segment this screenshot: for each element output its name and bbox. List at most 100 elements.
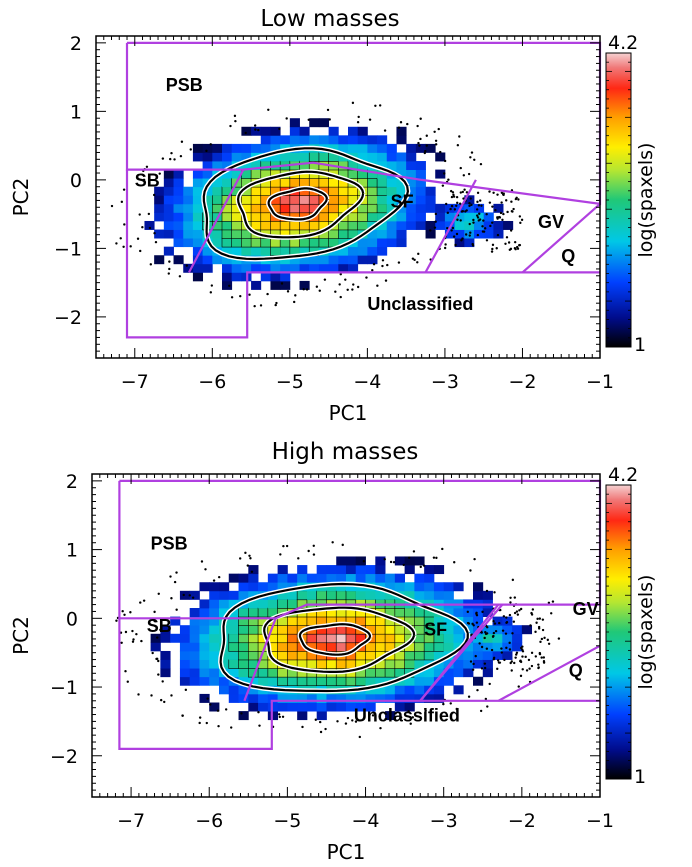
outlier-point <box>297 557 300 560</box>
outlier-point <box>341 543 344 547</box>
heatmap-cell <box>250 169 262 179</box>
heatmap-cell <box>179 625 191 635</box>
heatmap-cell <box>328 255 339 265</box>
outlier-point <box>454 243 457 247</box>
outlier-point <box>346 288 349 292</box>
heatmap-cell <box>209 590 220 600</box>
outlier-point <box>121 610 124 613</box>
outlier-point <box>519 221 522 225</box>
heatmap-cell <box>189 633 200 643</box>
outlier-point <box>163 700 166 704</box>
outlier-point <box>530 651 534 655</box>
panel-title: High masses <box>272 439 419 465</box>
heatmap-cell <box>299 220 310 231</box>
heatmap-cell <box>338 194 349 205</box>
outlier-point <box>279 553 282 556</box>
heatmap-cell <box>199 608 210 618</box>
heatmap-cell <box>453 582 464 592</box>
heatmap-cell <box>326 702 337 712</box>
heatmap-cell <box>192 238 204 248</box>
outlier-point <box>461 209 465 213</box>
outlier-point <box>356 285 360 289</box>
heatmap-cell <box>173 229 184 239</box>
heatmap-cell <box>377 212 388 222</box>
outlier-point <box>456 201 459 205</box>
outlier-point <box>519 660 523 664</box>
heatmap-cell <box>222 272 233 282</box>
heatmap-cell <box>277 582 288 592</box>
outlier-point <box>292 300 296 304</box>
outlier-point <box>500 651 503 654</box>
outlier-point <box>510 209 514 213</box>
outlier-point <box>478 212 481 215</box>
heatmap-cell <box>306 659 318 669</box>
outlier-point <box>451 191 455 194</box>
heatmap-cell <box>396 212 407 222</box>
heatmap-cell <box>415 203 426 213</box>
outlier-point <box>462 197 465 200</box>
heatmap-cell <box>367 143 378 153</box>
heatmap-cell <box>365 616 377 626</box>
outlier-point <box>216 709 220 712</box>
outlier-point <box>475 208 479 211</box>
outlier-point <box>467 172 471 176</box>
heatmap-cell <box>238 668 249 678</box>
heatmap-cell <box>492 633 503 643</box>
heatmap-cell <box>228 650 239 660</box>
outlier-point <box>476 191 480 195</box>
heatmap-cell <box>316 693 327 703</box>
heatmap-cell <box>260 212 272 222</box>
heatmap-cell <box>222 280 233 290</box>
outlier-point <box>149 263 153 266</box>
region-boundary <box>497 644 601 702</box>
heatmap-cell <box>287 573 298 583</box>
outlier-point <box>471 244 475 247</box>
heatmap-cell <box>192 143 204 153</box>
outlier-point <box>502 615 506 618</box>
heatmap-cell <box>154 229 165 239</box>
outlier-point <box>384 279 388 282</box>
heatmap-cell <box>308 152 320 162</box>
heatmap-cell <box>260 237 272 248</box>
outlier-point <box>482 230 486 233</box>
heatmap-cell <box>493 203 504 213</box>
heatmap-cell <box>396 238 407 248</box>
heatmap-cell <box>209 702 220 712</box>
outlier-point <box>110 204 114 208</box>
heatmap-cell <box>248 624 259 635</box>
outlier-point <box>468 201 471 205</box>
region-label-gv: GV <box>573 599 599 619</box>
outlier-point <box>472 221 475 224</box>
outlier-point <box>488 190 491 193</box>
outlier-point <box>499 211 503 215</box>
heatmap-cell <box>473 659 484 669</box>
heatmap-cell <box>144 220 155 230</box>
heatmap-cell <box>424 668 435 678</box>
outlier-point <box>248 554 251 557</box>
outlier-point <box>479 162 483 166</box>
heatmap-cell <box>492 616 503 626</box>
heatmap-cell <box>183 238 194 248</box>
outlier-point <box>513 661 516 665</box>
heatmap-cell <box>318 255 330 265</box>
heatmap-cell <box>163 246 174 256</box>
heatmap-cell <box>357 212 369 222</box>
outlier-point <box>423 151 427 155</box>
heatmap-cell <box>443 608 454 618</box>
outlier-point <box>122 188 126 191</box>
outlier-point <box>509 247 513 251</box>
heatmap-cell <box>248 642 259 652</box>
heatmap-cell <box>173 212 184 222</box>
heatmap-cell <box>270 152 281 162</box>
heatmap-cell <box>396 135 407 145</box>
outlier-point <box>307 549 310 553</box>
heatmap-cell <box>336 582 347 592</box>
heatmap-cell <box>228 625 239 635</box>
heatmap-cell <box>189 608 200 618</box>
heatmap-cell <box>248 702 259 712</box>
outlier-point <box>510 200 513 203</box>
heatmap-cell <box>404 693 415 703</box>
heatmap-cell <box>183 263 194 273</box>
heatmap-cell <box>231 152 242 162</box>
outlier-point <box>480 645 484 649</box>
